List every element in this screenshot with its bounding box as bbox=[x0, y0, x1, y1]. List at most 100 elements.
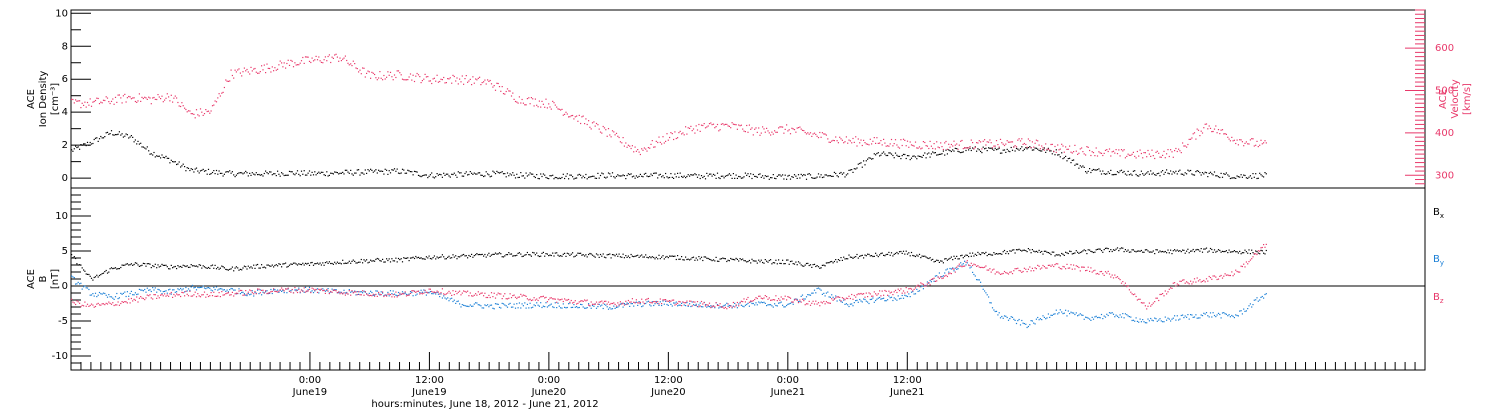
bz-point bbox=[424, 289, 426, 291]
bx-point bbox=[1083, 249, 1085, 251]
density-point bbox=[1207, 176, 1209, 178]
bx-point bbox=[404, 257, 406, 259]
bz-point bbox=[363, 294, 365, 296]
velocity-point bbox=[126, 97, 128, 99]
density-point bbox=[647, 176, 649, 178]
velocity-point bbox=[998, 146, 1000, 148]
by-point bbox=[707, 305, 709, 307]
bz-point bbox=[677, 302, 679, 304]
density-point bbox=[1106, 173, 1108, 175]
velocity-point bbox=[1259, 144, 1261, 146]
bz-point bbox=[96, 303, 98, 305]
bx-point bbox=[550, 254, 552, 257]
by-point bbox=[718, 307, 720, 309]
velocity-point bbox=[742, 128, 744, 130]
bz-point bbox=[253, 293, 255, 295]
bz-point bbox=[409, 292, 412, 294]
xtick-time-label: 0:00 bbox=[777, 375, 799, 386]
by-point bbox=[542, 305, 544, 307]
by-point bbox=[639, 303, 641, 305]
velocity-point bbox=[290, 59, 292, 61]
by-point bbox=[217, 289, 219, 291]
density-point bbox=[650, 173, 652, 175]
density-point bbox=[355, 172, 357, 174]
velocity-point bbox=[1116, 153, 1119, 155]
velocity-point bbox=[793, 129, 796, 131]
by-point bbox=[439, 296, 441, 298]
velocity-point bbox=[1180, 152, 1182, 154]
bz-point bbox=[1183, 279, 1185, 281]
velocity-point bbox=[978, 140, 980, 142]
velocity-point bbox=[591, 122, 594, 124]
bz-point bbox=[481, 292, 483, 294]
bx-point bbox=[542, 251, 544, 253]
density-point bbox=[1239, 176, 1241, 178]
bz-point bbox=[1019, 270, 1022, 272]
bx-point bbox=[219, 267, 221, 269]
bz-point bbox=[605, 300, 607, 302]
bx-point bbox=[625, 255, 627, 257]
density-point bbox=[933, 152, 935, 154]
bx-point bbox=[788, 263, 790, 265]
bz-point bbox=[283, 290, 285, 292]
velocity-point bbox=[746, 124, 748, 127]
bx-point bbox=[707, 257, 709, 260]
bz-point bbox=[779, 299, 781, 301]
density-point bbox=[687, 174, 689, 176]
by-point bbox=[181, 289, 183, 291]
velocity-point bbox=[1053, 150, 1055, 152]
velocity-point bbox=[1058, 149, 1060, 151]
velocity-point bbox=[896, 144, 898, 146]
velocity-point bbox=[552, 100, 554, 102]
bz-point bbox=[1219, 275, 1221, 277]
density-point bbox=[1171, 173, 1173, 175]
by-point bbox=[1174, 315, 1176, 317]
by-point bbox=[593, 305, 595, 307]
bz-point bbox=[807, 303, 809, 305]
velocity-point bbox=[1062, 145, 1064, 147]
bz-point bbox=[344, 294, 346, 296]
bz-point bbox=[109, 302, 111, 304]
by-point bbox=[1066, 315, 1068, 317]
bz-point bbox=[483, 295, 485, 297]
density-point bbox=[80, 144, 82, 146]
density-point bbox=[108, 133, 110, 135]
velocity-point bbox=[949, 146, 951, 148]
bx-point bbox=[223, 267, 225, 269]
velocity-point bbox=[1147, 149, 1149, 152]
bx-point bbox=[1240, 253, 1242, 255]
density-point bbox=[201, 169, 203, 171]
by-point bbox=[397, 291, 400, 294]
velocity-point bbox=[1224, 133, 1226, 135]
bx-point bbox=[1197, 249, 1200, 251]
bz-point bbox=[386, 295, 388, 297]
velocity-point bbox=[241, 75, 243, 77]
bx-point bbox=[589, 252, 591, 255]
density-point bbox=[114, 134, 117, 136]
by-point bbox=[510, 306, 513, 308]
density-point bbox=[210, 173, 212, 175]
velocity-point bbox=[404, 79, 406, 81]
bx-point bbox=[453, 256, 455, 258]
density-point bbox=[158, 155, 160, 157]
by-point bbox=[187, 288, 190, 290]
bz-point bbox=[1192, 281, 1194, 283]
velocity-point bbox=[481, 82, 483, 84]
by-point bbox=[666, 303, 668, 306]
velocity-point bbox=[1075, 150, 1077, 152]
by-point bbox=[118, 297, 120, 299]
bz-point bbox=[273, 288, 275, 290]
velocity-point bbox=[1138, 155, 1140, 157]
bx-point bbox=[137, 264, 139, 266]
by-point bbox=[966, 262, 968, 264]
bz-point bbox=[435, 292, 437, 294]
velocity-point bbox=[829, 141, 831, 143]
bz-point bbox=[85, 305, 87, 307]
bx-point bbox=[98, 274, 101, 277]
bz-point bbox=[611, 302, 614, 305]
by-point bbox=[359, 291, 361, 293]
by-point bbox=[851, 303, 853, 305]
density-point bbox=[1124, 173, 1126, 175]
velocity-point bbox=[549, 106, 551, 108]
bz-point bbox=[954, 271, 956, 273]
